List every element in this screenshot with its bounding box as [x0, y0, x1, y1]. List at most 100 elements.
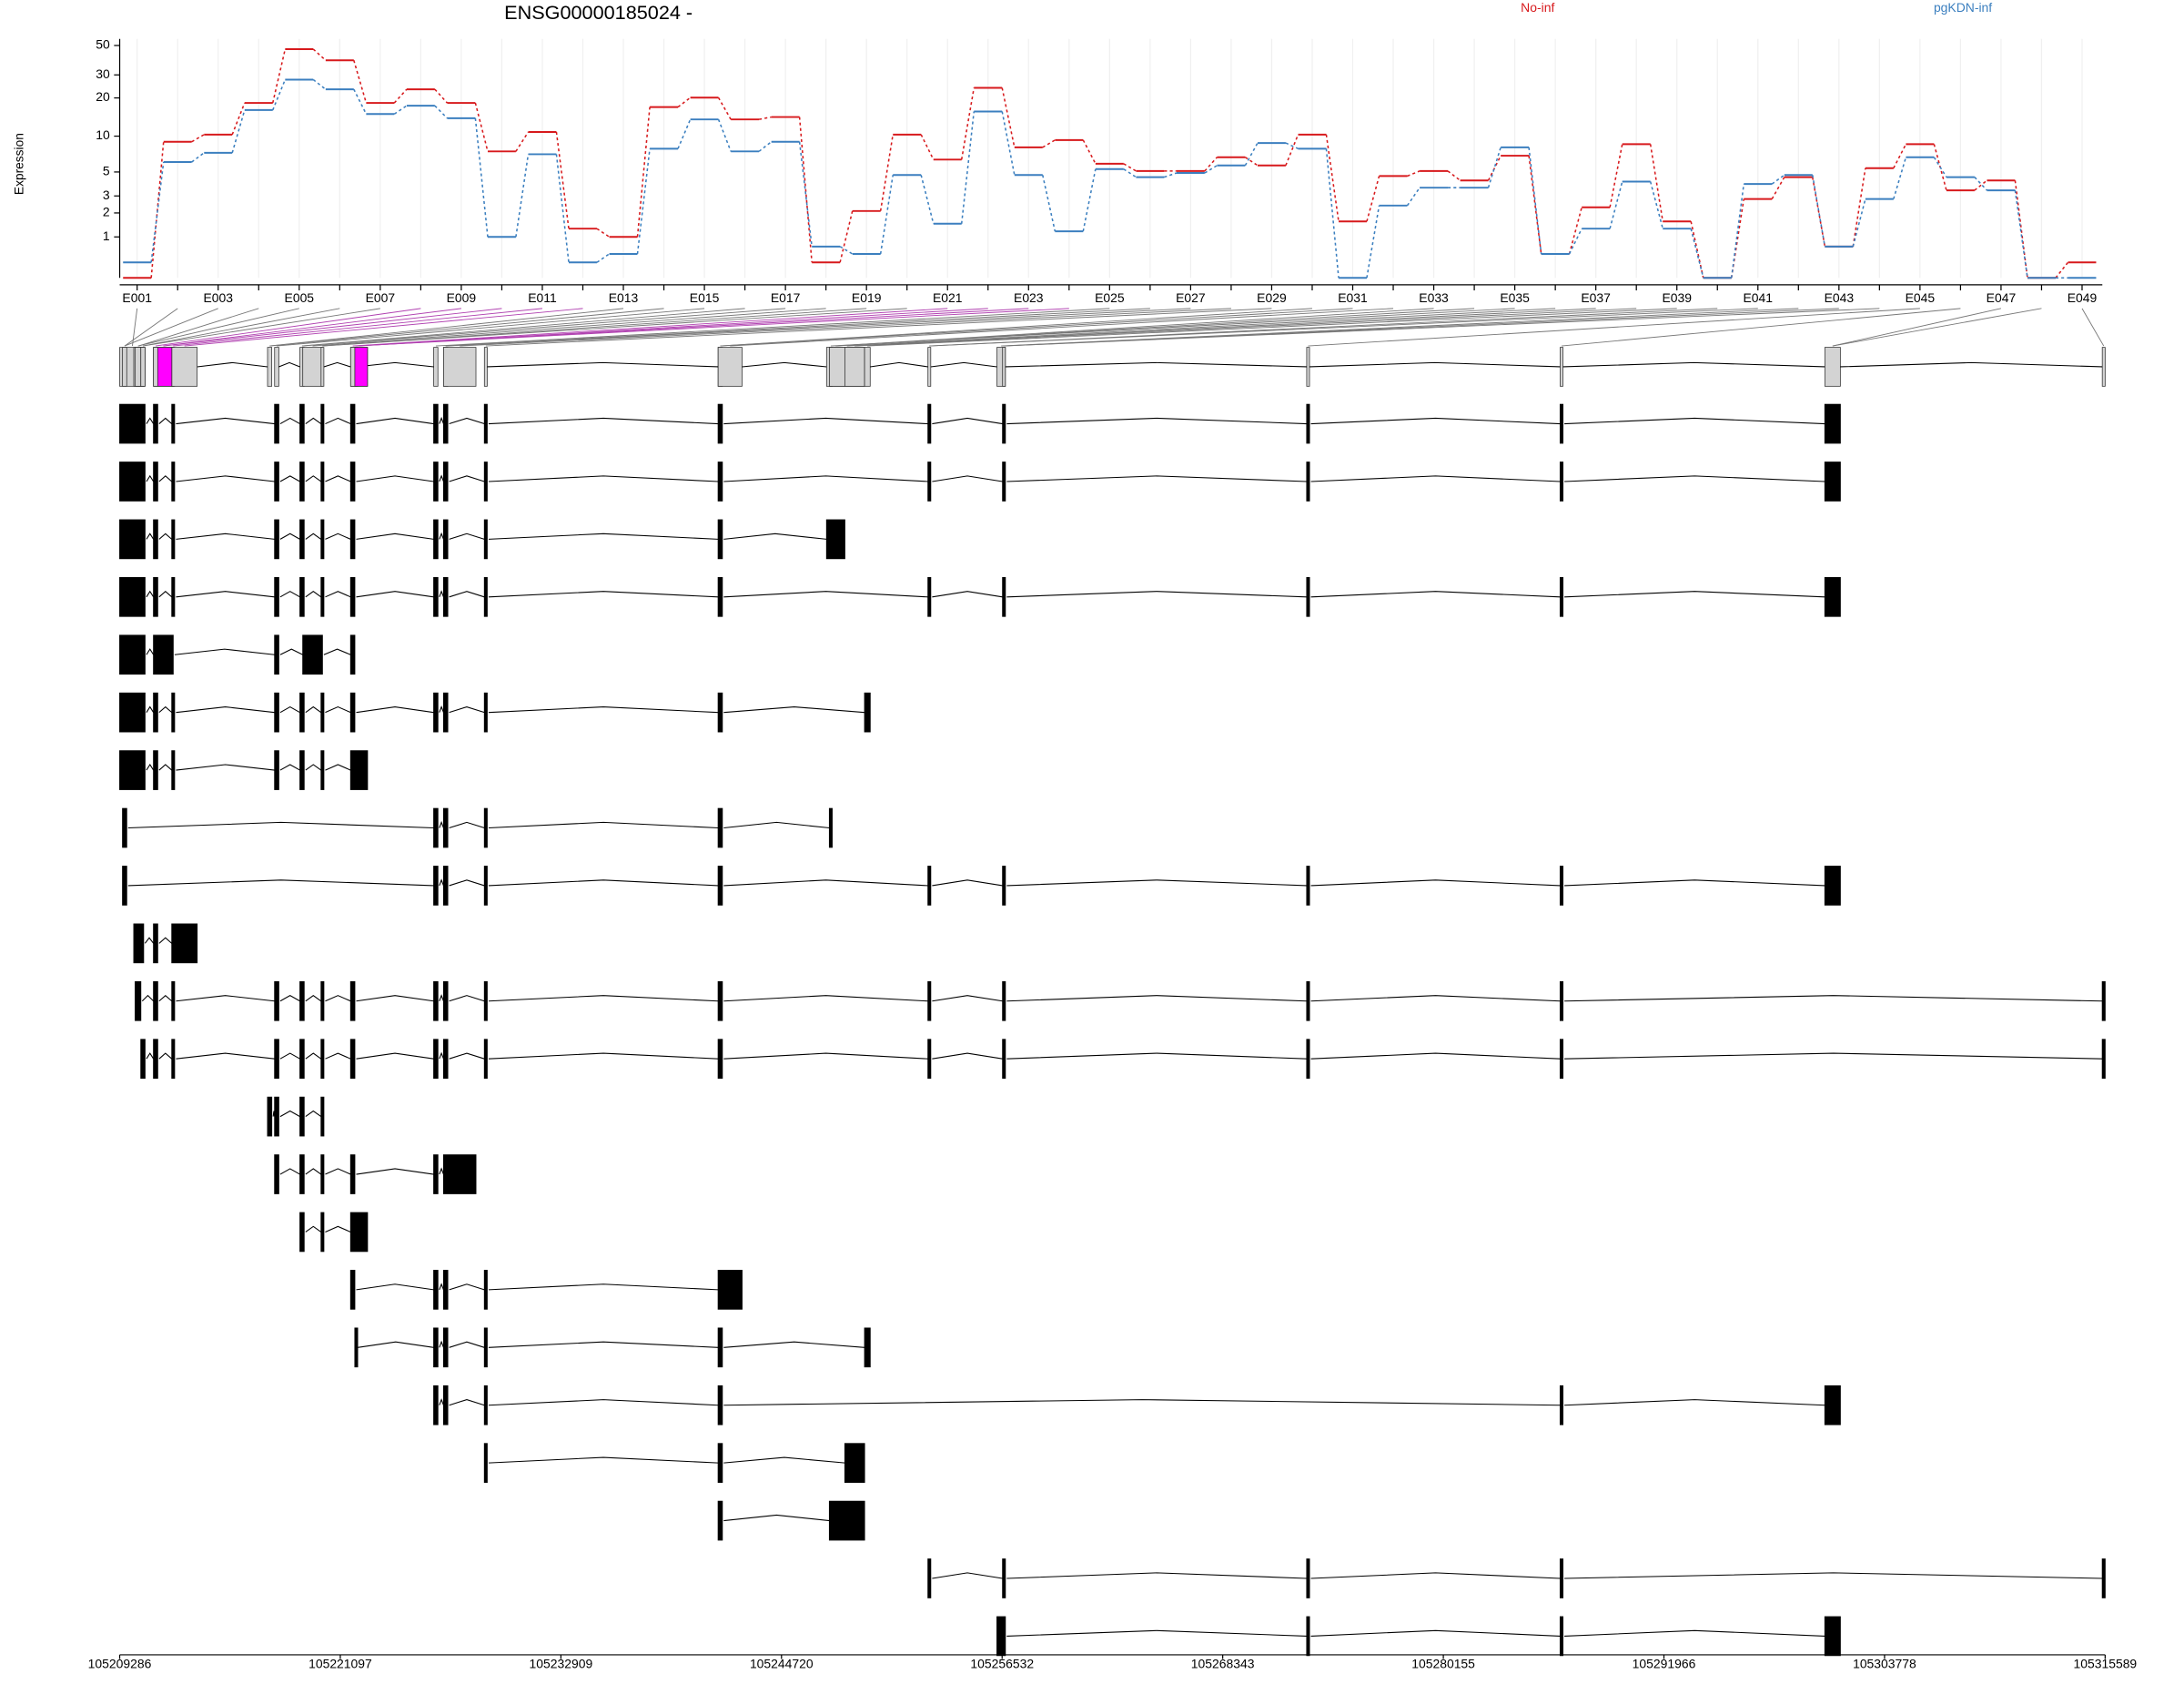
intron	[932, 1052, 1003, 1060]
intron	[439, 705, 444, 713]
intron	[1564, 1052, 2103, 1060]
exon-connector	[138, 308, 259, 347]
expression-connector	[1730, 183, 1745, 279]
expression-connector	[717, 118, 732, 152]
intron	[488, 417, 719, 425]
intron	[176, 533, 275, 540]
exon-connector	[124, 308, 218, 347]
transcript-exon	[1002, 1039, 1006, 1080]
intron	[279, 995, 300, 1002]
intron	[176, 417, 275, 425]
x-tick-label: E005	[285, 290, 315, 305]
exon-connector	[142, 308, 340, 347]
expression-connector	[1123, 163, 1137, 172]
exon-connector	[173, 308, 543, 347]
x-tick-label: E037	[1581, 290, 1611, 305]
transcript-exon	[1559, 403, 1564, 444]
transcript-exon	[349, 750, 369, 790]
expression-connector	[393, 105, 408, 115]
expression-connector	[1771, 177, 1785, 199]
exon-bin	[122, 347, 127, 387]
intron	[279, 705, 300, 714]
exon-bin	[274, 347, 279, 387]
transcript-exon	[864, 1327, 871, 1368]
expression-connector	[1812, 175, 1826, 247]
x-tick-label: E047	[1987, 290, 2017, 305]
transcript-exon	[844, 1443, 865, 1483]
intron	[449, 995, 485, 1002]
transcript-exon	[433, 807, 439, 848]
transcript-exon	[828, 1500, 865, 1541]
intron	[356, 1052, 434, 1060]
transcript-exon	[1306, 1616, 1310, 1657]
intron	[1006, 1572, 1307, 1579]
intron	[146, 1052, 155, 1060]
intron	[932, 591, 1003, 598]
expression-connector	[1366, 205, 1380, 279]
expression-connector	[434, 105, 448, 119]
expression-connector	[1771, 174, 1785, 185]
intron	[1564, 475, 1825, 482]
transcript-exon	[274, 462, 279, 502]
intron	[305, 995, 322, 1002]
transcript-exon	[119, 750, 146, 790]
transcript-exon	[483, 866, 488, 906]
expression-connector	[1447, 170, 1461, 181]
transcript-exon	[828, 807, 833, 848]
intron	[279, 1168, 300, 1175]
expression-connector	[353, 88, 368, 115]
expression-connector	[839, 246, 854, 255]
intron	[488, 879, 719, 887]
transcript-exon	[349, 1270, 356, 1310]
exon-connector	[854, 308, 1637, 347]
intron	[449, 879, 485, 887]
exon-connector	[720, 308, 1353, 347]
expression-connector	[271, 48, 287, 104]
expression-connector	[434, 88, 449, 104]
transcript-exon	[433, 692, 439, 733]
intron	[305, 1110, 322, 1118]
intron	[439, 1283, 444, 1291]
transcript-exon	[442, 807, 449, 848]
transcript-exon	[483, 1039, 488, 1080]
expression-connector	[636, 148, 651, 255]
expression-connector	[1609, 144, 1623, 208]
intron	[176, 706, 275, 714]
transcript-exon	[1824, 1616, 1841, 1657]
transcript-exon	[927, 1039, 932, 1080]
transcript-exon	[1559, 576, 1564, 617]
transcript-exon	[320, 1212, 325, 1253]
transcript-exon	[483, 1385, 488, 1425]
intron	[723, 995, 928, 1002]
transcript-exon	[135, 980, 142, 1021]
transcript-exon	[717, 403, 723, 444]
transcript-exon	[483, 519, 488, 560]
transcript-exon	[133, 923, 145, 964]
exon-connector	[124, 308, 178, 347]
expression-connector	[879, 134, 894, 211]
transcript-exon	[349, 1039, 356, 1080]
intron	[1005, 361, 1307, 368]
expression-connector	[191, 152, 205, 163]
intron	[356, 591, 434, 598]
transcript-exon	[442, 866, 449, 906]
transcript-exon	[483, 807, 488, 848]
transcript-exon	[1559, 1558, 1564, 1598]
intron	[439, 590, 444, 598]
exon-connector	[301, 308, 786, 347]
transcript-exon	[171, 980, 176, 1021]
exon-connector	[277, 308, 705, 347]
intron	[323, 361, 351, 368]
y-tick-label: 1	[103, 228, 110, 243]
transcript-exon	[483, 1270, 488, 1310]
intron	[1006, 1629, 1307, 1637]
intron	[439, 474, 444, 482]
transcript-exon	[1824, 576, 1841, 617]
intron	[357, 1341, 434, 1348]
exon-connector	[269, 308, 624, 347]
transcript-exon	[442, 403, 449, 444]
chart-title: ENSG00000185024 -	[504, 2, 693, 24]
transcript-exon	[274, 750, 279, 790]
transcript-exon	[1002, 980, 1006, 1021]
